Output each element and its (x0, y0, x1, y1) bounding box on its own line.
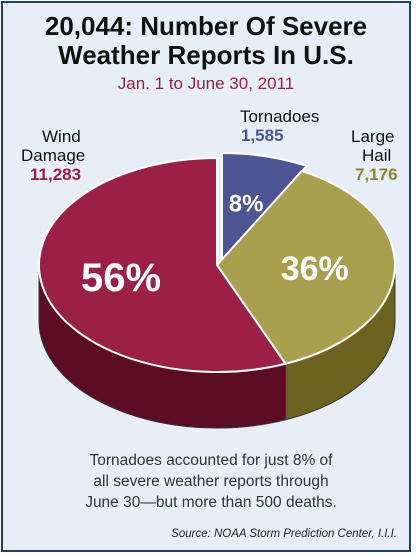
large-hail-label-line-1: Large (351, 127, 395, 146)
chart-title-line-1: 20,044: Number Of Severe (44, 11, 368, 41)
footnote-line-3: June 30—but more than 500 deaths. (85, 494, 337, 511)
wind-damage-label-line-1: Wind (42, 127, 81, 146)
infographic-card: 20,044: Number Of Severe Weather Reports… (1, 1, 411, 552)
chart-subtitle: Jan. 1 to June 30, 2011 (117, 74, 295, 93)
large-hail-label-line-2: Hail (362, 146, 392, 165)
tornadoes-label: Tornadoes (240, 107, 320, 126)
source-note: Source: NOAA Storm Prediction Center, I.… (171, 528, 397, 540)
tornadoes-percent-label: 8% (229, 191, 264, 218)
large-hail-count: 7,176 (355, 165, 398, 184)
tornadoes-count: 1,585 (241, 126, 284, 145)
chart-title-line-2: Weather Reports In U.S. (58, 40, 354, 70)
wind-damage-count: 11,283 (30, 165, 82, 184)
large-hail-percent-label: 36% (281, 250, 349, 288)
tornadoes-slice (221, 151, 309, 263)
pie-chart: 8% 36% 56% (38, 151, 396, 429)
wind-damage-percent-label: 56% (81, 256, 161, 300)
large-hail-slice (215, 169, 396, 365)
footnote-line-2: all severe weather reports through (93, 473, 329, 490)
wind-damage-slice (38, 156, 288, 373)
footnote-line-1: Tornadoes accounted for just 8% of (89, 452, 333, 469)
wind-damage-label-line-2: Damage (21, 146, 86, 165)
footnote: Tornadoes accounted for just 8% of all s… (31, 450, 391, 513)
